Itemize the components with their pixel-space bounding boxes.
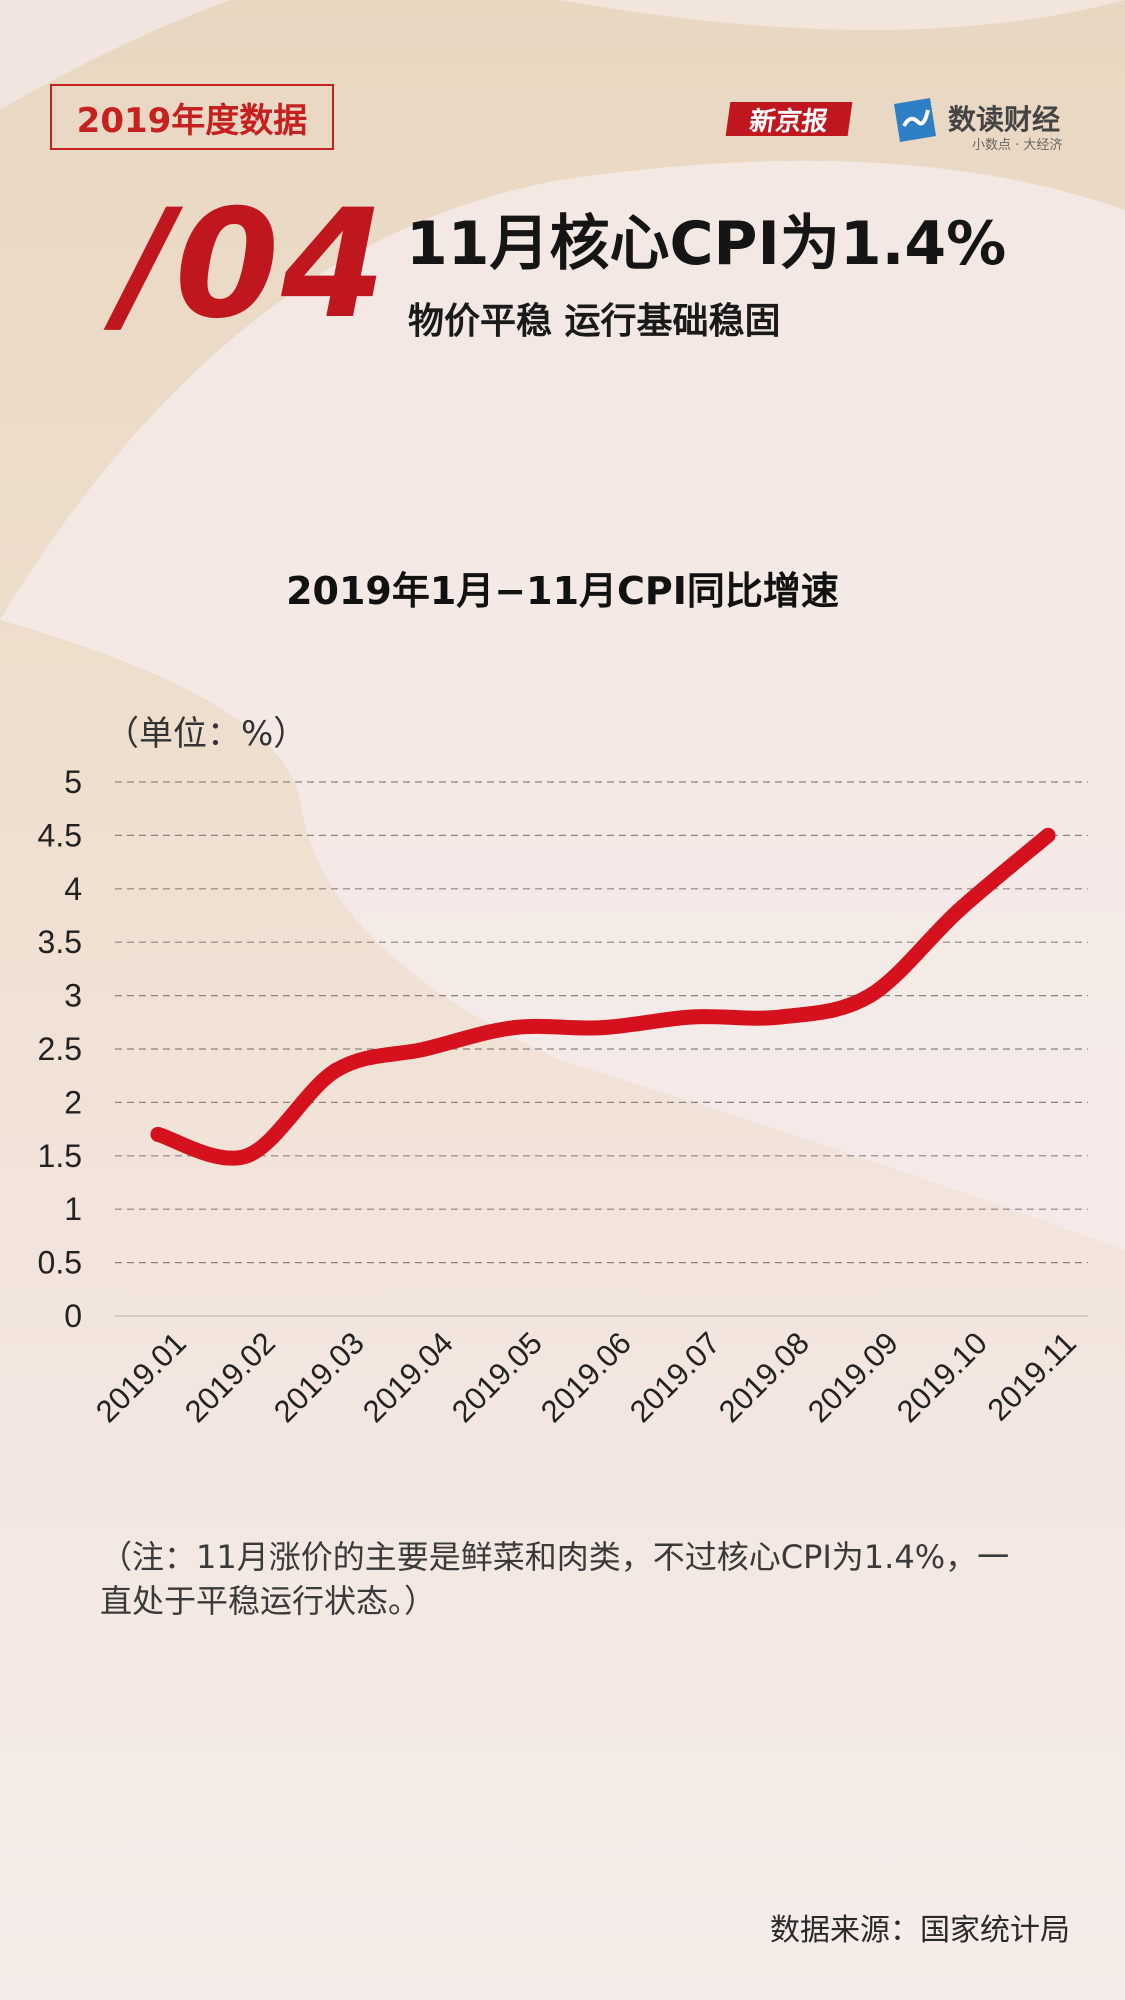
x-tick-label: 2019.04 <box>356 1325 460 1429</box>
x-tick-label: 2019.08 <box>712 1325 816 1429</box>
data-point <box>506 1020 522 1036</box>
data-point <box>150 1126 166 1142</box>
x-tick-label: 2019.01 <box>89 1325 193 1429</box>
unit-label: （单位：%） <box>105 714 308 754</box>
series-line <box>150 827 1056 1166</box>
shudu-logo-icon <box>894 98 936 142</box>
grid-lines <box>115 781 1088 1317</box>
y-tick-label: 1 <box>64 1191 82 1227</box>
section-number: /04 <box>118 178 388 352</box>
x-tick-label: 2019.09 <box>801 1325 905 1429</box>
y-tick-label: 3.5 <box>38 924 82 960</box>
x-tick-label: 2019.11 <box>981 1325 1083 1427</box>
y-tick-label: 4.5 <box>38 817 82 853</box>
y-tick-label: 5 <box>64 764 82 800</box>
footnote: （注：11月涨价的主要是鲜菜和肉类，不过核心CPI为1.4%，一直处于平稳运行状… <box>100 1538 1010 1621</box>
data-point <box>684 1009 700 1025</box>
x-tick-label: 2019.02 <box>178 1325 282 1429</box>
x-tick-label: 2019.06 <box>534 1325 638 1429</box>
y-tick-label: 2.5 <box>38 1031 82 1067</box>
x-tick-label: 2019.10 <box>890 1325 994 1429</box>
y-tick-label: 2 <box>64 1084 82 1120</box>
data-point <box>239 1148 255 1164</box>
data-point <box>862 988 878 1004</box>
year-data-tag: 2019年度数据 <box>50 84 334 150</box>
data-points <box>150 827 1056 1164</box>
x-tick-labels: 2019.012019.022019.032019.042019.052019.… <box>89 1325 1083 1429</box>
series-lines <box>150 827 1056 1166</box>
data-point <box>417 1041 433 1057</box>
x-tick-label: 2019.07 <box>623 1325 727 1429</box>
headline: 11月核心CPI为1.4% <box>406 209 1007 279</box>
subheadline: 物价平稳 运行基础稳固 <box>408 301 781 342</box>
shudu-logo-name: 数读财经 <box>948 103 1061 136</box>
chart-title: 2019年1月−11月CPI同比增速 <box>286 569 839 613</box>
y-tick-label: 1.5 <box>38 1138 82 1174</box>
y-tick-label: 0.5 <box>38 1245 82 1281</box>
data-point <box>328 1062 344 1078</box>
x-tick-label: 2019.03 <box>267 1325 371 1429</box>
data-point <box>773 1009 789 1025</box>
y-tick-labels: 0 0.5 1 1.5 2 2.5 3 3.5 4 4.5 5 <box>38 764 82 1334</box>
shudu-logo-slogan: 小数点 · 大经济 <box>972 138 1063 153</box>
x-tick-label: 2019.05 <box>445 1325 549 1429</box>
y-tick-label: 4 <box>64 871 82 907</box>
y-tick-label: 0 <box>64 1298 82 1334</box>
data-point <box>1040 827 1056 843</box>
y-tick-label: 3 <box>64 978 82 1014</box>
data-source: 数据来源：国家统计局 <box>770 1913 1070 1948</box>
data-point <box>595 1020 611 1036</box>
data-point <box>951 902 967 918</box>
